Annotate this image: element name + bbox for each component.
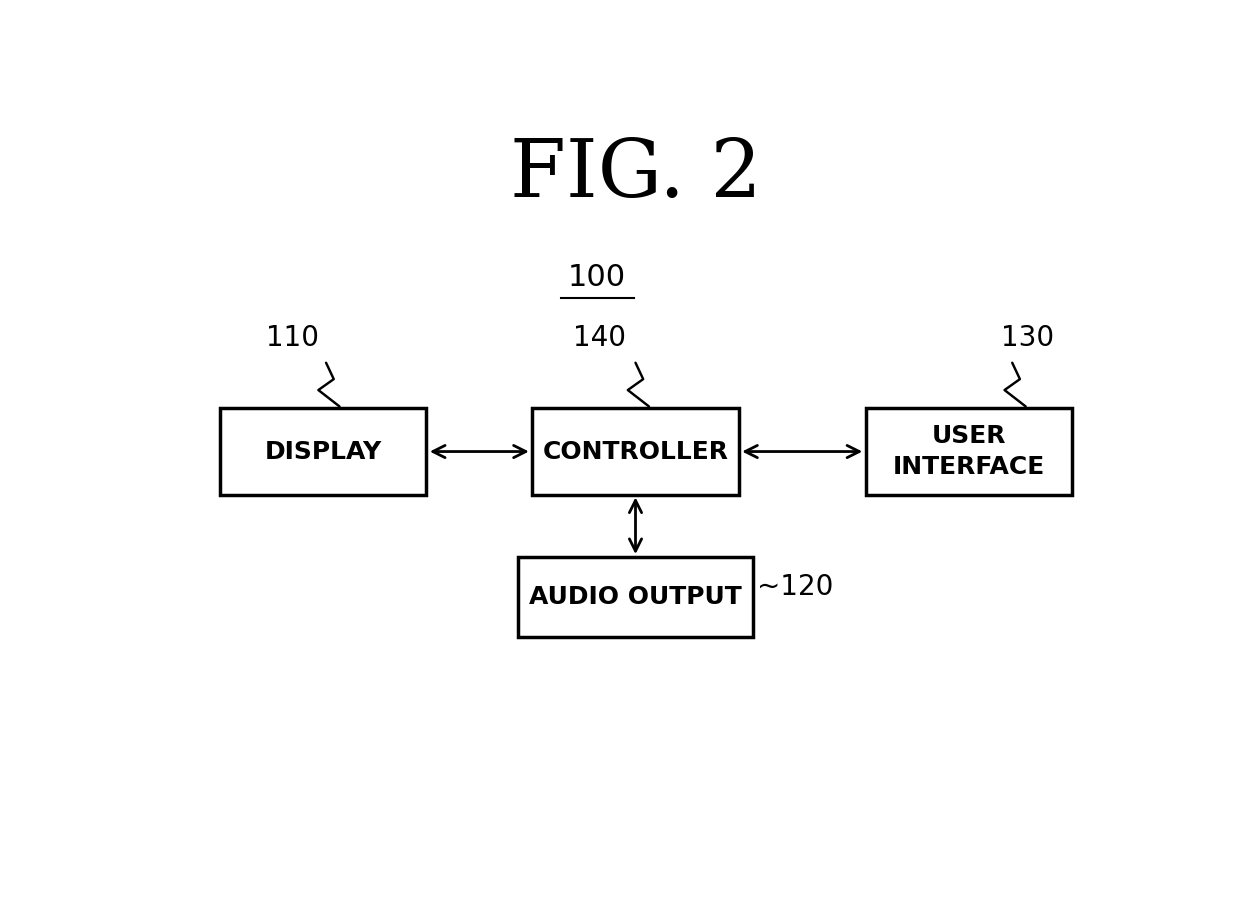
Bar: [518, 558, 753, 637]
Text: FIG. 2: FIG. 2: [510, 136, 761, 214]
Text: 140: 140: [573, 324, 626, 352]
Text: 130: 130: [1001, 324, 1054, 352]
Text: CONTROLLER: CONTROLLER: [543, 440, 729, 463]
Text: AUDIO OUTPUT: AUDIO OUTPUT: [529, 586, 742, 609]
Text: USER
INTERFACE: USER INTERFACE: [893, 423, 1045, 479]
Bar: [219, 408, 427, 495]
Text: 110: 110: [265, 324, 319, 352]
Bar: [866, 408, 1073, 495]
Bar: [532, 408, 739, 495]
Text: ~120: ~120: [756, 573, 833, 601]
Text: DISPLAY: DISPLAY: [264, 440, 382, 463]
Text: 100: 100: [568, 263, 626, 292]
